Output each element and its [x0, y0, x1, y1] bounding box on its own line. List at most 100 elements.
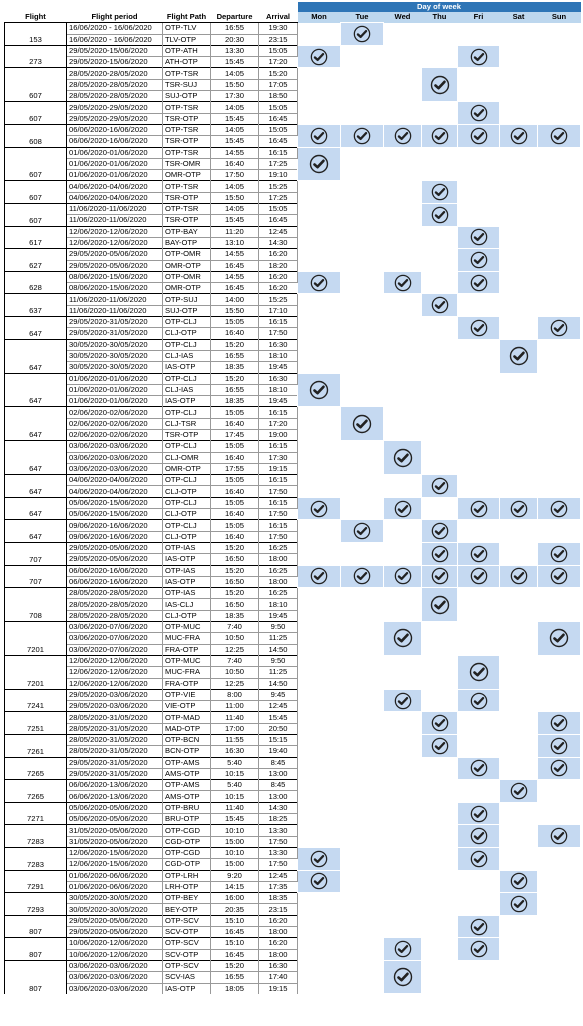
- day-cell: [421, 123, 458, 148]
- flight-period: 03/06/2020-03/06/2020: [66, 440, 163, 453]
- departure: 14:15: [210, 880, 259, 893]
- departure: 18:35: [210, 361, 259, 373]
- flight-period: 28/05/2020-31/05/2020: [66, 711, 163, 724]
- flight-period: 28/05/2020-28/05/2020: [66, 67, 163, 80]
- day-cell: [538, 780, 581, 803]
- flight-period: 01/06/2020-01/06/2020: [66, 169, 163, 181]
- flight-path: OTP-MUC: [162, 654, 211, 667]
- flight-period: 01/06/2020-01/06/2020: [66, 146, 163, 159]
- day-cell: [297, 146, 341, 182]
- day-cell: [384, 870, 422, 893]
- flight-period: 10/06/2020-12/06/2020: [66, 937, 163, 950]
- flight-period: 30/05/2020-30/05/2020: [66, 361, 163, 373]
- flight-path: OMR-OTP: [162, 259, 211, 272]
- arrival: 16:20: [258, 937, 298, 950]
- departure: 16:50: [210, 598, 259, 611]
- check-icon: [309, 154, 329, 174]
- arrival: 14:30: [258, 801, 298, 814]
- day-cell: [422, 757, 458, 780]
- flight-period: 01/06/2020-06/06/2020: [66, 869, 163, 882]
- flight-number: 627: [4, 248, 67, 272]
- check-icon: [470, 48, 487, 65]
- flight-period: 05/06/2020-05/06/2020: [66, 813, 163, 825]
- arrival: 17:25: [258, 191, 298, 204]
- flight-path: OTP-SCV: [162, 959, 211, 972]
- leg-row: 28/05/2020-31/05/2020 BCN-OTP 16:30 19:40: [5, 745, 581, 758]
- flight-path: TSR-OTP: [162, 191, 211, 204]
- day-cell: [341, 147, 384, 181]
- day-cell: [383, 621, 422, 656]
- arrival: 16:45: [258, 135, 298, 148]
- flight-path: CGD-OTP: [162, 858, 211, 871]
- arrival: 17:10: [258, 304, 298, 317]
- leg-row: 617 12/06/2020-12/06/2020 OTP-BAY 11:20 12:4…: [4, 225, 581, 250]
- day-cell: [457, 564, 500, 589]
- departure: 15:50: [210, 304, 259, 317]
- check-icon: [431, 296, 448, 314]
- departure: 15:20: [210, 338, 259, 351]
- flight-period: 30/05/2020-30/05/2020: [66, 903, 163, 916]
- leg-row: 16/06/2020 - 16/06/2020 TLV-OTP 20:30 23:15: [5, 33, 581, 46]
- day-cell: [499, 869, 538, 894]
- flight-path: FRA-OTP: [162, 643, 211, 656]
- day-cell: [384, 204, 422, 227]
- day-cell: [383, 937, 422, 961]
- day-cell: [500, 847, 538, 870]
- day-cell: [422, 317, 458, 340]
- day-cell: [499, 496, 538, 521]
- day-cell: [538, 588, 581, 622]
- day-cell: [499, 779, 538, 803]
- arrival: 9:45: [258, 688, 298, 701]
- day-cell: [297, 564, 341, 589]
- day-cell: [341, 893, 384, 916]
- day-cell: [384, 802, 422, 825]
- check-icon: [310, 568, 328, 585]
- arrival: 11:25: [258, 666, 298, 679]
- flight-path: SCV-OTP: [162, 948, 211, 961]
- leg-row: 7265 29/05/2020-31/05/2020 OTP-AMS 5:40 8:45: [4, 756, 581, 781]
- day-cell: [341, 588, 384, 622]
- day-cell: [383, 270, 422, 295]
- flight-number: 807: [4, 914, 67, 938]
- arrival: 14:30: [258, 236, 298, 249]
- day-cell: [458, 588, 500, 622]
- day-cell: [458, 373, 500, 407]
- flight-period: 29/05/2020-05/06/2020: [66, 259, 163, 272]
- flight-path: BAY-OTP: [162, 236, 211, 249]
- arrival: 16:25: [258, 587, 298, 599]
- arrival: 16:20: [258, 270, 298, 283]
- day-cell: [421, 519, 458, 543]
- departure: 17:30: [210, 90, 259, 102]
- flight-number: 617: [4, 225, 67, 249]
- arrival: 23:15: [258, 33, 298, 46]
- check-icon: [431, 206, 448, 224]
- day-cell: [384, 147, 422, 181]
- day-cell: [537, 621, 581, 656]
- leg-row: 29/05/2020-03/06/2020 VIE-OTP 11:00 12:45: [5, 700, 581, 712]
- day-cell: [384, 588, 422, 622]
- flight-path: OTP-CLJ: [162, 496, 211, 509]
- day-cell: [421, 474, 458, 498]
- check-icon: [470, 940, 487, 958]
- day-cell: [422, 147, 458, 181]
- departure: 7:40: [210, 621, 259, 633]
- flight-path: OTP-OMR: [162, 248, 211, 261]
- day-cell: [457, 801, 500, 826]
- check-icon: [550, 127, 568, 145]
- departure: 14:55: [210, 270, 259, 283]
- flight-path: TSR-OTP: [162, 135, 211, 148]
- flight-path: IAS-OTP: [162, 575, 211, 588]
- check-icon: [470, 104, 487, 122]
- day-cell: [458, 780, 500, 803]
- flight-number: 7201: [4, 621, 67, 656]
- flight-path: CLJ-IAS: [162, 349, 211, 362]
- departure: 15:00: [210, 835, 259, 848]
- day-cell: [422, 689, 458, 712]
- flight-path: IAS-CLJ: [162, 598, 211, 611]
- arrival: 16:20: [258, 914, 298, 927]
- day-cell: [341, 317, 384, 340]
- check-icon: [431, 714, 448, 732]
- flight-path: OTP-IAS: [162, 564, 211, 577]
- day-cell: [384, 475, 422, 498]
- flight-path: OTP-TSR: [162, 67, 211, 80]
